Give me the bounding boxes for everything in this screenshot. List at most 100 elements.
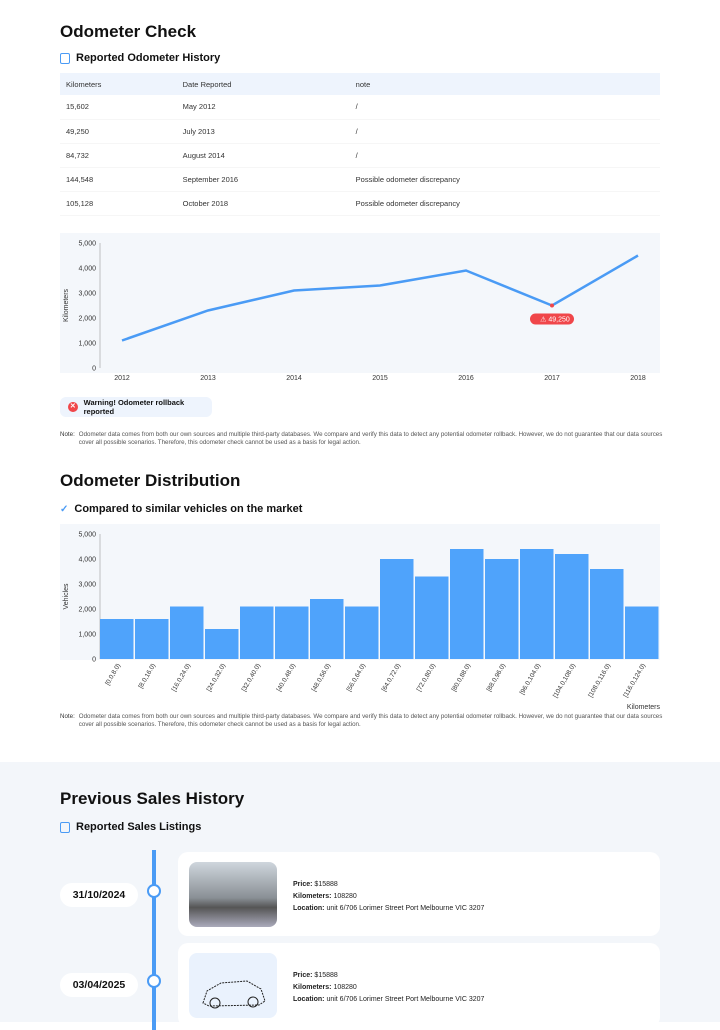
sale-date: 03/04/2025 [60, 973, 138, 997]
loc-label: Location: [293, 905, 325, 912]
report-icon [60, 821, 70, 833]
y-tick-label: 3,000 [78, 582, 96, 589]
x-tick-label: [0.0,8.0) [104, 663, 122, 687]
timeline-dot [147, 884, 161, 898]
bar [275, 606, 309, 659]
sale-card[interactable]: Price: $15888 Kilometers: 108280 Location:… [178, 852, 660, 936]
location: unit 6/706 Lorimer Street Port Melbourne… [326, 905, 485, 912]
page-title: Odometer Check [60, 22, 197, 41]
x-tick-label: [32.0,40.0) [241, 663, 263, 693]
note-label: Note: [60, 713, 75, 720]
loc-label: Location: [293, 996, 325, 1003]
table-cell: July 2013 [176, 119, 350, 144]
y-tick-label: 0 [92, 657, 96, 664]
km: 108280 [333, 893, 357, 900]
timeline-dot [147, 974, 161, 988]
table-cell: 105,128 [60, 191, 177, 216]
y-tick-label: 0 [92, 366, 96, 373]
col-km: Kilometers [60, 73, 177, 95]
x-tick-label: 2018 [630, 375, 646, 382]
table-cell: / [349, 95, 660, 120]
note-text: Odometer data comes from both our own so… [78, 713, 663, 728]
sales-title: Previous Sales History [60, 789, 245, 808]
y-tick-label: 2,000 [78, 607, 96, 614]
bar [625, 606, 659, 659]
bar [100, 619, 134, 659]
table-cell: Possible odometer discrepancy [349, 167, 660, 192]
table-row: 49,250 July 2013/ [60, 119, 660, 144]
x-tick-label: 2013 [200, 375, 216, 382]
bar [205, 629, 239, 659]
data-point [550, 303, 554, 308]
distribution-note: Note: Odometer data comes from both our o… [60, 713, 670, 729]
sales-section: Previous Sales History Reported Sales Li… [0, 762, 720, 1030]
odometer-line-chart: 0 1,000 2,000 3,000 4,000 5,000 Kilometers 2012… [60, 233, 660, 382]
bar [590, 569, 624, 659]
sales-heading: Reported Sales Listings [60, 821, 201, 833]
x-tick-label: [40.0,48.0) [276, 663, 298, 693]
x-tick-label: 2016 [458, 375, 474, 382]
x-tick-label: [8.0,16.0) [137, 663, 157, 690]
trend-icon: ✓ [60, 503, 69, 515]
table-cell: 15,602 [60, 95, 177, 120]
x-tick-label: [24.0,32.0) [206, 663, 228, 693]
table-cell: Possible odometer discrepancy [349, 191, 660, 216]
note-label: Note: [60, 431, 75, 438]
table-cell: August 2014 [176, 143, 350, 168]
bar [555, 554, 589, 659]
table-row: 15,602 May 2012/ [60, 95, 660, 120]
x-axis-label: Kilometers [627, 704, 661, 711]
timeline-line [152, 850, 156, 1030]
x-tick-label: [80.0,88.0) [451, 663, 473, 693]
bar [310, 599, 344, 659]
history-title: Reported Odometer History [76, 52, 221, 64]
annotation-label: ⚠ 49,250 [540, 316, 570, 324]
km-label: Kilometers: [293, 984, 332, 991]
price-label: Price: [293, 972, 313, 979]
x-tick-label: 2017 [544, 375, 560, 382]
table-cell: 49,250 [60, 119, 177, 144]
price: $15888 [314, 972, 338, 979]
distribution-bar-chart: 0 1,000 2,000 3,000 4,000 5,000 Vehicles [0.0,8… [60, 524, 660, 711]
x-tick-label: [104.0,108.0) [552, 663, 577, 700]
table-cell: / [349, 143, 660, 168]
y-axis-label: Vehicles [63, 583, 70, 610]
annotation-badge [530, 313, 574, 325]
bar [170, 606, 204, 659]
x-tick-label: [56.0,64.0) [346, 663, 368, 693]
odometer-history-table: Kilometers Date Reported note 15,602 May 20… [60, 73, 660, 216]
y-tick-label: 3,000 [78, 291, 96, 298]
bar [520, 549, 554, 659]
x-tick-label: [88.0,96.0) [486, 663, 508, 693]
sale-date: 31/10/2024 [60, 883, 138, 907]
price-label: Price: [293, 881, 313, 888]
x-tick-label: 2012 [114, 375, 130, 382]
car-placeholder-icon [189, 953, 277, 1018]
x-tick-label: [48.0,56.0) [311, 663, 333, 693]
km-label: Kilometers: [293, 893, 332, 900]
report-icon [60, 52, 70, 64]
distribution-heading: ✓ Compared to similar vehicles on the mar… [60, 503, 302, 515]
x-tick-label: 2015 [372, 375, 388, 382]
location: unit 6/706 Lorimer Street Port Melbourne… [326, 996, 485, 1003]
x-tick-label: [116.0,124.0) [622, 663, 647, 699]
x-tick-label: [108.0,116.0) [587, 663, 612, 699]
odometer-note: Note: Odometer data comes from both our o… [60, 431, 670, 447]
table-cell: October 2018 [176, 191, 350, 216]
bar [450, 549, 484, 659]
y-tick-label: 4,000 [78, 557, 96, 564]
note-text: Odometer data comes from both our own so… [78, 431, 663, 446]
y-tick-label: 5,000 [78, 241, 96, 248]
table-row: 105,128 October 2018 Possible odometer dis… [60, 191, 660, 216]
table-cell: May 2012 [176, 95, 350, 120]
bar [345, 606, 379, 659]
error-icon: ✕ [68, 402, 78, 412]
y-tick-label: 1,000 [78, 632, 96, 639]
table-cell: September 2016 [176, 167, 350, 192]
distribution-subtitle: Compared to similar vehicles on the mark… [74, 503, 303, 515]
col-note: note [349, 73, 660, 95]
series-line [121, 254, 639, 342]
table-row: 144,548 September 2016 Possible odometer d… [60, 167, 660, 192]
sales-subtitle: Reported Sales Listings [76, 821, 202, 833]
sale-card[interactable]: Price: $15888 Kilometers: 108280 Location:… [178, 943, 660, 1027]
